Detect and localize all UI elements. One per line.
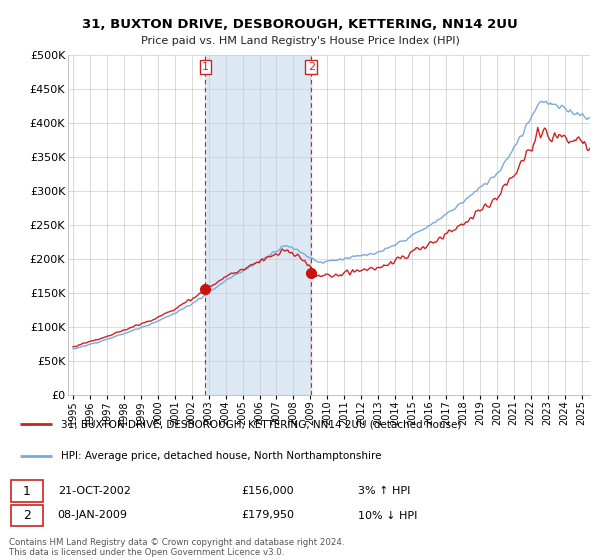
Text: 3% ↑ HPI: 3% ↑ HPI [358,486,411,496]
Text: Contains HM Land Registry data © Crown copyright and database right 2024.
This d: Contains HM Land Registry data © Crown c… [9,538,344,557]
Text: 10% ↓ HPI: 10% ↓ HPI [358,511,418,520]
Text: 21-OCT-2002: 21-OCT-2002 [58,486,131,496]
Text: £179,950: £179,950 [242,511,295,520]
Text: HPI: Average price, detached house, North Northamptonshire: HPI: Average price, detached house, Nort… [61,451,381,461]
Text: 2: 2 [23,509,31,522]
FancyBboxPatch shape [11,480,43,502]
Text: Price paid vs. HM Land Registry's House Price Index (HPI): Price paid vs. HM Land Registry's House … [140,36,460,46]
Bar [205,55,311,395]
Text: 08-JAN-2009: 08-JAN-2009 [58,511,128,520]
Text: 1: 1 [202,62,209,72]
Text: 31, BUXTON DRIVE, DESBOROUGH, KETTERING, NN14 2UU (detached house): 31, BUXTON DRIVE, DESBOROUGH, KETTERING,… [61,419,461,429]
FancyBboxPatch shape [11,505,43,526]
Text: 2: 2 [308,62,315,72]
Text: 31, BUXTON DRIVE, DESBOROUGH, KETTERING, NN14 2UU: 31, BUXTON DRIVE, DESBOROUGH, KETTERING,… [82,18,518,31]
Text: £156,000: £156,000 [242,486,294,496]
Text: 1: 1 [23,484,31,497]
